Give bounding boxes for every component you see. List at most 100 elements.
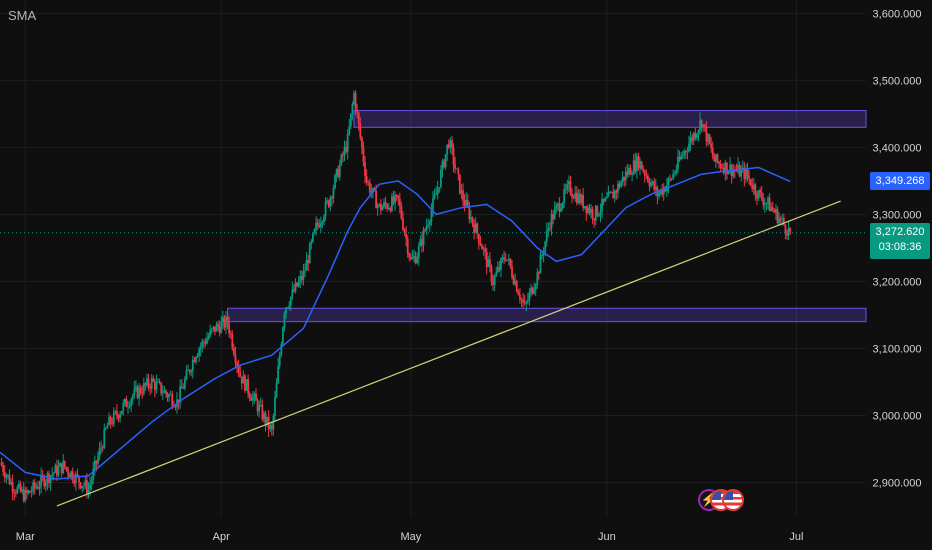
candle-body <box>103 428 106 449</box>
candle-body <box>531 287 534 294</box>
candle-body <box>381 206 384 211</box>
candle-body <box>248 393 251 398</box>
candle-body <box>198 349 201 356</box>
candle-body <box>435 194 438 195</box>
time-axis[interactable]: Mar Apr May Jun Jul <box>16 531 804 543</box>
candle-body <box>485 251 488 268</box>
candle-body <box>427 224 430 226</box>
candle-body <box>231 333 234 348</box>
candle-body <box>55 465 58 476</box>
candle-body <box>509 258 512 267</box>
candle-body <box>609 192 611 194</box>
price-tick-label: 3,200.000 <box>873 276 922 288</box>
candle-body <box>327 200 330 207</box>
candle-body <box>163 390 166 394</box>
candle-body <box>446 144 449 154</box>
candle-body <box>598 214 600 216</box>
candle-body <box>533 289 536 294</box>
candle-body <box>250 397 253 401</box>
candle-body <box>425 225 428 231</box>
sma-line <box>0 166 791 480</box>
candle-body <box>424 229 426 231</box>
candle-body <box>457 169 460 175</box>
candle-body <box>188 370 191 373</box>
candle-body <box>73 480 76 484</box>
candle-body <box>786 232 788 236</box>
candle-body <box>201 341 204 347</box>
candle-body <box>87 489 90 494</box>
candle-body <box>528 292 531 301</box>
candle-body <box>117 415 120 419</box>
candle-body <box>670 178 673 180</box>
candle-body <box>771 207 774 210</box>
candle-body <box>721 167 724 169</box>
candle-body <box>594 205 597 221</box>
candle-body <box>711 147 714 156</box>
candle-body <box>691 137 694 141</box>
candle-body <box>332 188 335 199</box>
candle-body <box>210 328 213 331</box>
candle-body <box>139 387 142 394</box>
candle-body <box>92 469 95 480</box>
candle-body <box>109 416 112 424</box>
candle-body <box>343 146 346 156</box>
candle-body <box>500 258 502 270</box>
candle-body <box>738 165 741 177</box>
candle-body <box>300 276 303 280</box>
candle-body <box>229 333 232 335</box>
candle-body <box>387 207 390 209</box>
candle-body <box>120 411 123 415</box>
candle-body <box>43 476 46 487</box>
candle-body <box>334 175 336 189</box>
candle-body <box>773 209 776 213</box>
candle-body <box>89 484 91 490</box>
candle-body <box>534 284 537 290</box>
price-axis[interactable]: 3,600.000 3,500.000 3,400.000 3,300.000 3,20… <box>873 8 922 489</box>
candle-body <box>599 211 602 215</box>
candle-body <box>49 475 52 484</box>
candle-body <box>626 171 629 175</box>
candle-body <box>408 253 411 258</box>
candle-body <box>744 168 747 180</box>
candle-body <box>409 257 412 260</box>
candle-body <box>550 213 553 229</box>
candle-body <box>13 492 16 494</box>
candle-body <box>552 213 555 220</box>
candle-body <box>196 355 199 358</box>
candle-body <box>160 382 163 394</box>
candle-body <box>346 134 349 152</box>
candle-body <box>503 257 506 260</box>
us-flag-icon[interactable] <box>722 489 744 511</box>
candle-body <box>133 388 136 396</box>
candle-body <box>650 183 652 187</box>
candle-body <box>400 205 403 219</box>
candle-body <box>37 486 39 489</box>
candle-body <box>515 281 518 292</box>
candle-body <box>694 133 697 138</box>
candle-body <box>586 207 589 213</box>
candle-body <box>376 204 379 209</box>
indicator-label[interactable]: SMA <box>8 8 37 23</box>
candle-body <box>555 205 558 209</box>
candle-body <box>291 289 294 297</box>
candle-body <box>90 479 93 485</box>
candle-body <box>526 300 529 302</box>
candle-body <box>308 244 311 264</box>
candle-body <box>272 415 275 430</box>
candle-body <box>81 486 84 489</box>
candle-body <box>0 462 3 466</box>
price-tick-label: 3,400.000 <box>873 142 922 154</box>
candle-body <box>368 182 371 193</box>
candle-body <box>542 252 545 255</box>
candle-body <box>787 227 790 236</box>
candle-body <box>141 393 144 394</box>
candle-body <box>752 184 755 190</box>
candle-body <box>760 192 763 200</box>
candle-body <box>436 188 439 195</box>
candle-body <box>98 448 101 457</box>
price-tick-label: 3,600.000 <box>873 8 922 20</box>
candle-body <box>642 169 645 172</box>
candle-body <box>394 194 396 204</box>
